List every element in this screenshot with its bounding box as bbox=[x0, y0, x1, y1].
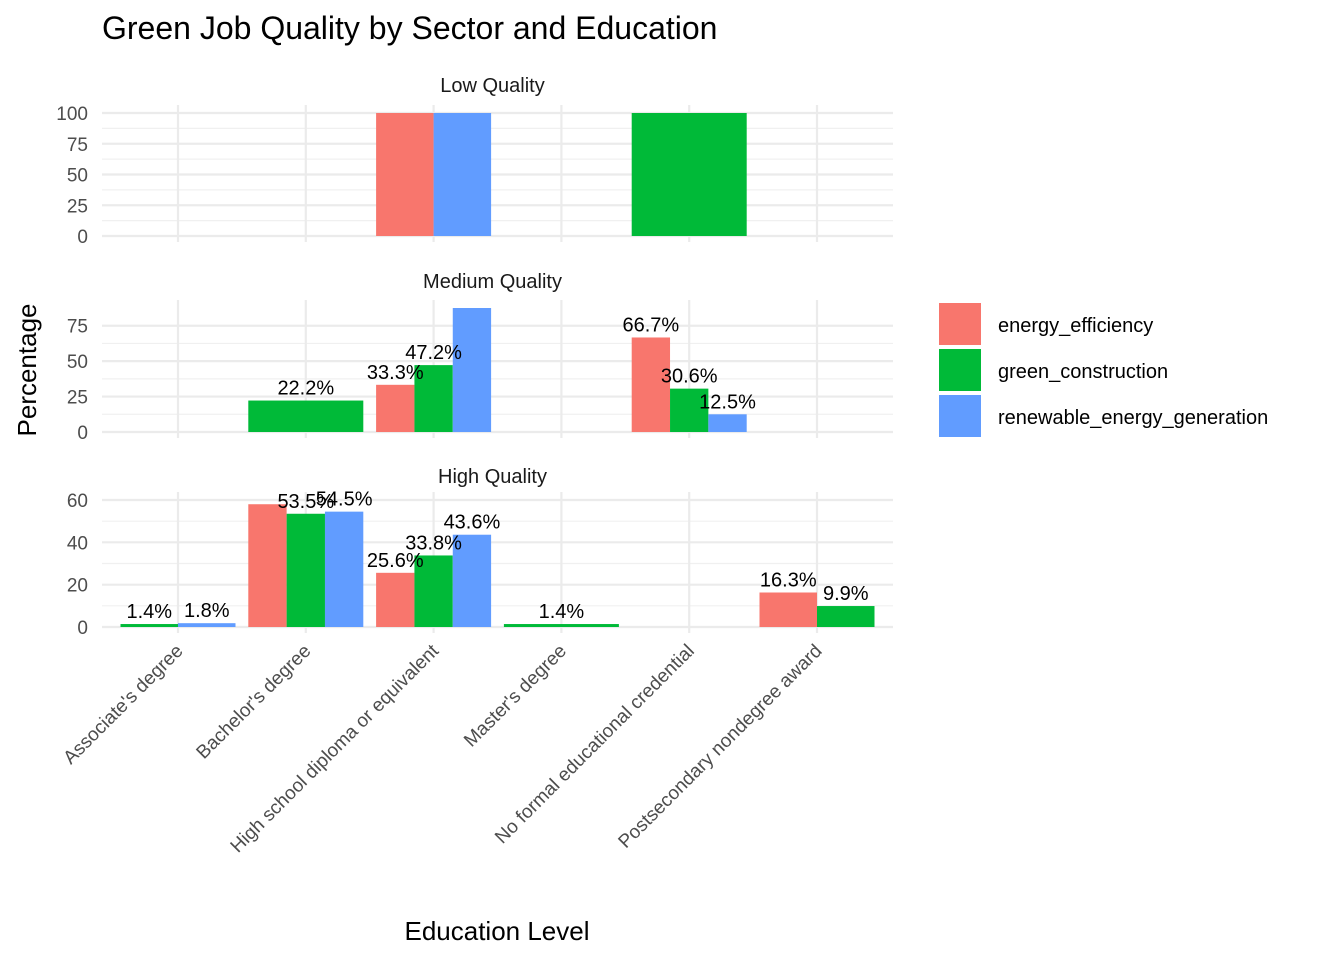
legend-label: energy_efficiency bbox=[998, 315, 1153, 337]
legend-item: green_construction bbox=[939, 349, 1168, 391]
legend: energy_efficiency green_constructionrenew… bbox=[939, 303, 1268, 437]
legend-swatch bbox=[939, 395, 981, 437]
bar-value-label: 1.8% bbox=[184, 600, 230, 622]
y-tick-label: 20 bbox=[67, 576, 88, 597]
bar-energy-efficiency bbox=[376, 384, 415, 432]
facet-strip-label: High Quality bbox=[438, 466, 547, 488]
bar-energy-efficiency bbox=[759, 592, 817, 627]
bar-value-label: 54.5% bbox=[316, 489, 373, 511]
bar-green-construction bbox=[631, 113, 747, 236]
y-tick-label: 75 bbox=[67, 317, 88, 338]
bar-value-label: 1.4% bbox=[539, 601, 585, 623]
x-tick-label: Associate's degree bbox=[60, 641, 188, 769]
bar-green-construction bbox=[670, 388, 709, 432]
facet-strip-label: Low Quality bbox=[440, 75, 545, 97]
bar-green-construction bbox=[248, 400, 364, 432]
y-tick-label: 0 bbox=[77, 618, 88, 639]
legend-label: renewable_energy_generation bbox=[998, 407, 1268, 429]
data-labels: 22.2% 33.3%47.2% 66.7% 30.6% 12.5% bbox=[277, 314, 756, 413]
bar-renewable-energy-generation bbox=[708, 414, 747, 432]
facet-panels: Low Quality 0 25 50 75 100 Medium Quality 0 25 50… bbox=[56, 75, 893, 639]
bar-energy-efficiency bbox=[376, 572, 415, 627]
bar-value-label: 16.3% bbox=[760, 569, 817, 591]
bar-value-label: 53.5% bbox=[277, 491, 334, 513]
bar-green-construction bbox=[414, 365, 453, 432]
y-tick-label: 40 bbox=[67, 533, 88, 554]
bar-renewable-energy-generation bbox=[452, 308, 492, 432]
bar-value-label: 43.6% bbox=[444, 512, 501, 534]
bars bbox=[120, 504, 875, 627]
x-tick-label: Bachelor's degree bbox=[193, 641, 316, 764]
bar-value-label: 22.2% bbox=[277, 378, 334, 400]
facet-panel: Low Quality 0 25 50 75 100 bbox=[56, 75, 893, 248]
facet-panel: Medium Quality 0 25 50 75 22.2% 33.3%47.2% 66.7… bbox=[67, 271, 893, 444]
facet-strip-label: Medium Quality bbox=[423, 271, 562, 293]
bar-green-construction bbox=[120, 624, 178, 627]
gridlines bbox=[102, 300, 893, 438]
bars bbox=[376, 113, 747, 236]
bar-value-label: 33.3% bbox=[367, 362, 424, 384]
bars bbox=[248, 308, 747, 432]
y-tick-label: 60 bbox=[67, 491, 88, 512]
y-tick-label: 75 bbox=[67, 135, 88, 156]
bar-renewable-energy-generation bbox=[452, 534, 492, 627]
y-tick-label: 100 bbox=[56, 104, 88, 125]
y-tick-label: 25 bbox=[67, 196, 88, 217]
y-axis-title: Percentage bbox=[12, 304, 42, 437]
bar-value-label: 1.4% bbox=[126, 601, 172, 623]
y-tick-label: 0 bbox=[77, 227, 88, 248]
x-tick-label: High school diploma or equivalent bbox=[227, 640, 444, 857]
bar-energy-efficiency bbox=[376, 113, 434, 236]
bar-renewable-energy-generation bbox=[324, 511, 364, 627]
gridlines bbox=[102, 105, 893, 242]
legend-swatch bbox=[939, 303, 981, 345]
y-tick-label: 25 bbox=[67, 388, 88, 409]
bar-value-label: 12.5% bbox=[699, 391, 756, 413]
y-tick-label: 50 bbox=[67, 352, 88, 373]
bar-green-construction bbox=[817, 606, 875, 627]
bar-value-label: 30.6% bbox=[661, 366, 718, 388]
bar-green-construction bbox=[414, 555, 453, 627]
bar-green-construction bbox=[503, 624, 619, 627]
chart-title: Green Job Quality by Sector and Educatio… bbox=[102, 10, 717, 46]
legend-swatch bbox=[939, 349, 981, 391]
bar-value-label: 47.2% bbox=[405, 342, 462, 364]
bar-value-label: 33.8% bbox=[405, 532, 462, 554]
bar-green-construction bbox=[286, 513, 325, 627]
x-tick-label: Master's degree bbox=[460, 641, 571, 752]
facet-panel: High Quality 0 20 40 60 1.4% 1.8% 53.5%54.5% 25.… bbox=[67, 466, 893, 639]
x-tick-label: No formal educational credential bbox=[491, 641, 699, 849]
legend-item: renewable_energy_generation bbox=[939, 395, 1268, 437]
legend-label: green_construction bbox=[998, 361, 1168, 383]
bar-value-label: 66.7% bbox=[623, 314, 680, 336]
bar-value-label: 25.6% bbox=[367, 550, 424, 572]
data-labels: 1.4% 1.8% 53.5%54.5% 25.6%33.8%43.6% 1.4% 16.… bbox=[126, 489, 868, 623]
x-tick-label: Postsecondary nondegree award bbox=[615, 641, 827, 853]
bar-energy-efficiency bbox=[248, 504, 287, 627]
bar-renewable-energy-generation bbox=[433, 113, 492, 236]
bar-energy-efficiency bbox=[631, 337, 671, 432]
bar-renewable-energy-generation bbox=[178, 623, 236, 627]
y-tick-label: 50 bbox=[67, 166, 88, 187]
y-tick-label: 0 bbox=[77, 423, 88, 444]
x-axis-title: Education Level bbox=[404, 916, 589, 946]
x-axis-tick-labels: Associate's degree Bachelor's degreeHigh … bbox=[60, 640, 827, 857]
legend-item: energy_efficiency bbox=[939, 303, 1153, 345]
bar-value-label: 9.9% bbox=[823, 583, 869, 605]
